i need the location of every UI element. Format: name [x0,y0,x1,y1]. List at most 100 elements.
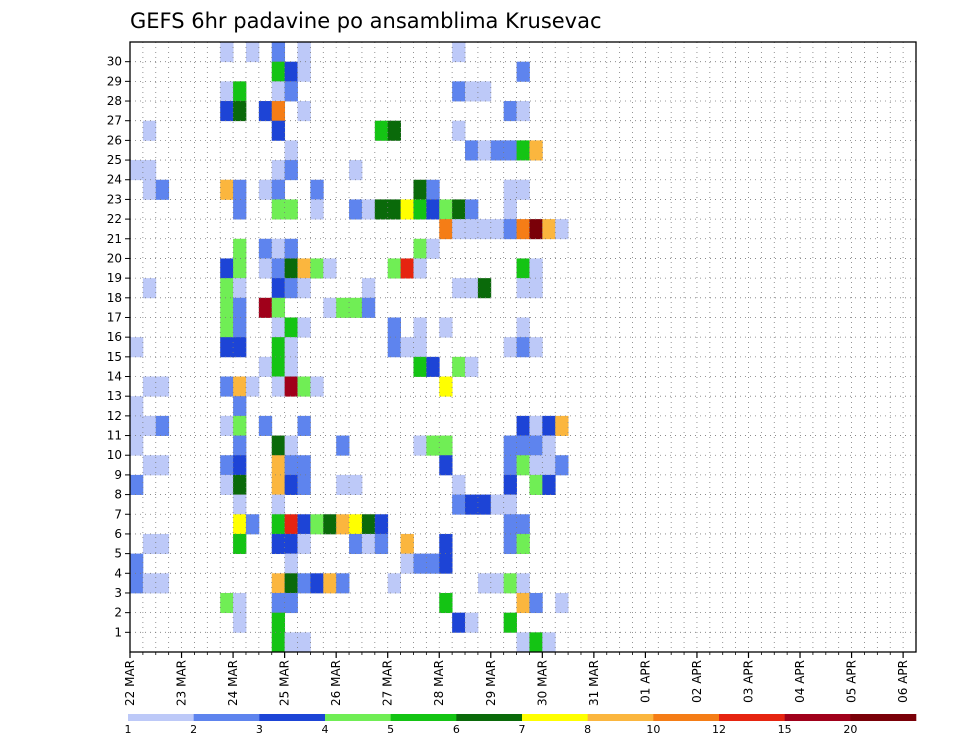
heatmap-cell-4 [452,42,466,63]
heatmap-cell-164 [555,415,569,436]
heatmap-cell-134 [529,337,543,358]
heatmap-cell-28 [284,140,298,161]
heatmap-cell-232 [439,533,453,555]
heatmap-cell-86 [284,258,298,279]
heatmap-cell-271 [516,632,530,653]
heatmap-cell-68 [465,219,479,240]
heatmap-cell-56 [361,199,376,220]
heatmap-cell-217 [349,514,363,535]
heatmap-cell-273 [542,632,556,653]
y-tick-label-14: 14 [107,370,122,384]
colorbar-swatch-8 [653,714,720,721]
heatmap-cell-74 [542,219,556,240]
heatmap-cell-94 [529,258,543,279]
heatmap-cell-125 [220,337,234,358]
heatmap-cell-260 [516,592,530,614]
heatmap-cell-45 [271,179,286,200]
heatmap-cell-205 [465,494,479,515]
colorbar-label-10: 10 [646,723,660,736]
heatmap-cell-198 [452,474,466,495]
heatmap-cell-79 [284,238,298,259]
heatmap-cell-82 [220,258,234,279]
colorbar: 1 2 3 4 5 6 7 8 10 12 15 20 [125,714,917,736]
heatmap-cell-153 [233,396,247,417]
heatmap-cell-188 [542,455,556,476]
heatmap-cell-209 [233,514,247,535]
heatmap-cell-169 [336,435,350,456]
x-tick-label-11: 02 APR [690,660,704,703]
plot-frame [129,41,917,653]
heatmap-cell-25 [374,120,389,141]
y-tick-label-12: 12 [107,409,122,423]
heatmap-cell-63 [452,199,466,220]
heatmap-cell-242 [142,573,157,594]
colorbar-label-2: 2 [190,723,197,736]
heatmap-cell-19 [271,101,286,122]
heatmap-cell-221 [516,514,530,535]
colorbar-label-7: 7 [519,723,526,736]
x-tick-label-1: 23 MAR [175,660,189,706]
heatmap-cell-27 [452,120,466,141]
heatmap-cell-263 [233,612,247,633]
y-tick-label-19: 19 [107,271,122,285]
heatmap-cell-142 [142,376,157,397]
heatmap-cell-122 [439,317,453,338]
heatmap-cell-117 [271,317,286,338]
heatmap-cell-146 [245,376,260,397]
x-tick-label-14: 05 APR [845,660,859,703]
heatmap-cell-107 [220,297,234,318]
heatmap-cell-160 [297,415,311,436]
heatmap-cell-174 [516,435,530,456]
heatmap-cell-57 [374,199,389,220]
heatmap-cell-184 [439,455,453,476]
heatmap-cell-128 [284,337,298,358]
colorbar-label-4: 4 [322,723,329,736]
heatmap-cell-88 [310,258,324,279]
y-tick-label-28: 28 [107,94,122,108]
heatmap-cell-151 [439,376,453,397]
heatmap-cell-91 [400,258,414,279]
heatmap-cell-249 [336,573,350,594]
heatmap-cell-268 [271,632,286,653]
heatmap-cells [130,42,569,653]
heatmap-cell-202 [233,494,247,515]
heatmap-cell-251 [477,573,492,594]
y-tick-label-13: 13 [107,389,122,403]
heatmap-cell-162 [529,415,543,436]
heatmap-cell-150 [310,376,324,397]
heatmap-cell-54 [310,199,324,220]
colorbar-label-1: 1 [125,723,132,736]
heatmap-cell-139 [426,356,440,377]
heatmap-cell-65 [503,199,517,220]
heatmap-cell-52 [271,199,286,220]
heatmap-cell-194 [284,474,298,495]
heatmap-cell-228 [349,533,363,555]
heatmap-cell-99 [284,278,298,299]
heatmap-cell-47 [413,179,427,200]
x-tick-label-13: 04 APR [793,660,807,703]
heatmap-cell-145 [233,376,247,397]
x-tick-label-12: 03 APR [741,660,755,703]
heatmap-cell-2 [271,42,286,63]
heatmap-cell-30 [477,140,492,161]
y-axis-ticks: 1234567891011121314151617181920212223242… [107,55,130,639]
heatmap-cell-246 [297,573,311,594]
heatmap-cell-144 [220,376,234,397]
heatmap-cell-85 [271,258,286,279]
heatmap-cell-156 [155,415,170,436]
x-tick-label-7: 29 MAR [484,660,498,706]
heatmap-cell-24 [271,120,286,141]
heatmap-cell-161 [516,415,530,436]
y-tick-label-27: 27 [107,114,122,128]
heatmap-cell-106 [529,278,543,299]
heatmap-cell-9 [220,81,234,102]
heatmap-cell-60 [413,199,427,220]
heatmap-cell-90 [387,258,401,279]
heatmap-cell-87 [297,258,311,279]
heatmap-cell-124 [130,337,144,358]
heatmap-cell-196 [336,474,350,495]
heatmap-cell-250 [387,573,401,594]
heatmap-cell-272 [529,632,543,653]
heatmap-cell-22 [516,101,530,122]
colorbar-swatch-9 [719,714,785,721]
